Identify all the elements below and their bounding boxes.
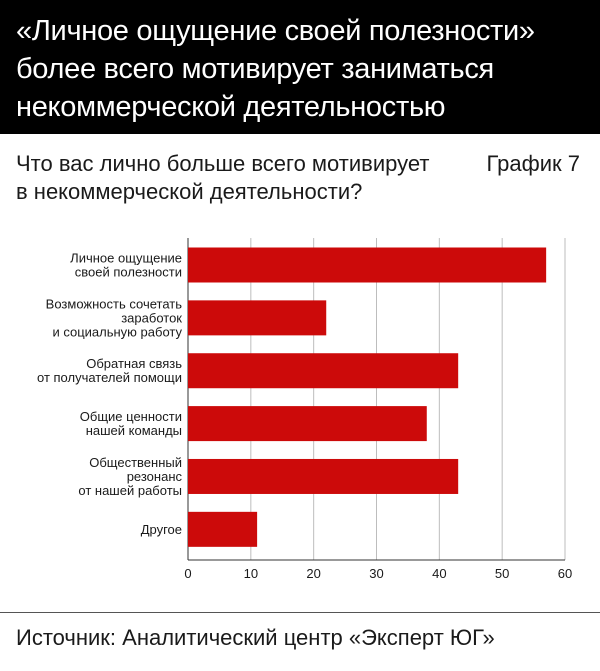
footer-divider: [0, 612, 600, 613]
chart-headline: «Личное ощущение своей полезности» более…: [16, 12, 588, 126]
category-label: Личное ощущение своей полезности: [70, 251, 182, 280]
category-label-line: и социальную работу: [52, 324, 182, 339]
category-label: Общественный резонанс от нашей работы: [78, 455, 182, 498]
x-tick-label: 30: [369, 566, 383, 581]
bar: [188, 300, 327, 336]
category-label-line: Общие ценности: [80, 409, 182, 424]
bar: [188, 353, 459, 389]
x-tick-label: 50: [495, 566, 509, 581]
category-label-line: Возможность сочетать: [46, 296, 183, 311]
category-label-line: резонанс: [127, 469, 183, 484]
category-label-line: Общественный: [89, 455, 182, 470]
x-tick-label: 60: [558, 566, 572, 581]
category-label-line: заработок: [121, 310, 182, 325]
header: «Личное ощущение своей полезности» более…: [0, 0, 600, 134]
graph-number: График 7: [486, 151, 580, 176]
category-label: Обратная связь от получателей помощи: [37, 356, 182, 385]
category-label-line: от нашей работы: [78, 483, 182, 498]
x-tick-label: 40: [432, 566, 446, 581]
category-label: Общие ценности нашей команды: [80, 409, 182, 438]
category-label: Другое: [141, 522, 182, 537]
category-label-line: Личное ощущение: [70, 251, 182, 266]
headline-line: «Личное ощущение своей полезности»: [16, 15, 535, 47]
category-label-line: нашей команды: [86, 423, 182, 438]
category-label-line: Обратная связь: [86, 356, 182, 371]
bar: [188, 458, 459, 494]
x-tick-label: 10: [244, 566, 258, 581]
headline-line: некоммерческой деятельностью: [16, 91, 446, 123]
category-label-line: Другое: [141, 522, 182, 537]
category-label: Возможность сочетать заработок и социальну…: [46, 296, 183, 339]
question-line: в некоммерческой деятельности?: [16, 179, 363, 204]
question-line: Что вас лично больше всего мотивирует: [16, 151, 430, 176]
source-note: Источник: Аналитический центр «Эксперт Ю…: [16, 625, 495, 650]
chart-question: Что вас лично больше всего мотивирует в …: [16, 150, 446, 206]
category-label-line: своей полезности: [75, 265, 182, 280]
bar: [188, 511, 258, 547]
bar: [188, 247, 547, 283]
bar-chart: 0 10 20 30 40 50 60 Личное ощущение своей полезн…: [37, 238, 572, 581]
headline-line: более всего мотивирует заниматься: [16, 53, 494, 85]
bar: [188, 406, 427, 442]
x-tick-label: 0: [184, 566, 191, 581]
category-label-line: от получателей помощи: [37, 370, 182, 385]
x-tick-label: 20: [306, 566, 320, 581]
